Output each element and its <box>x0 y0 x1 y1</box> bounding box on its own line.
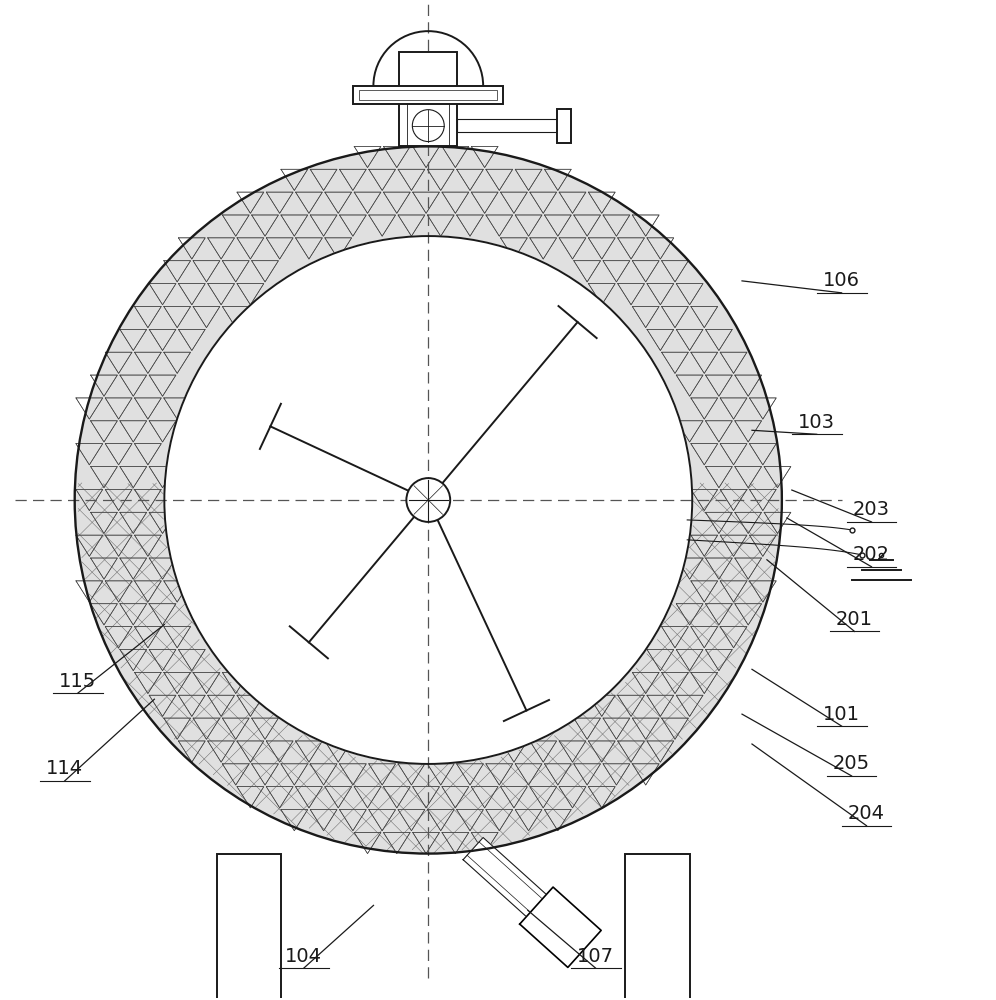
Text: 201: 201 <box>836 610 873 629</box>
Bar <box>360 90 497 100</box>
Bar <box>354 86 503 104</box>
Bar <box>557 109 571 143</box>
Text: 202: 202 <box>853 545 890 564</box>
Text: 101: 101 <box>823 705 861 724</box>
Bar <box>217 854 281 1000</box>
Bar <box>625 854 690 1000</box>
Polygon shape <box>520 887 602 967</box>
Circle shape <box>164 236 692 764</box>
Circle shape <box>406 478 450 522</box>
Polygon shape <box>463 837 551 920</box>
Bar <box>457 119 557 132</box>
Bar <box>399 52 457 146</box>
Text: 107: 107 <box>577 947 615 966</box>
Text: 114: 114 <box>46 759 84 778</box>
Text: 115: 115 <box>59 672 97 691</box>
Text: 203: 203 <box>853 500 890 519</box>
Text: 103: 103 <box>798 413 836 432</box>
Circle shape <box>75 146 782 854</box>
Circle shape <box>164 236 692 764</box>
Text: 205: 205 <box>833 754 871 773</box>
Text: 104: 104 <box>285 947 323 966</box>
Text: 106: 106 <box>823 271 861 290</box>
Text: 204: 204 <box>848 804 885 823</box>
